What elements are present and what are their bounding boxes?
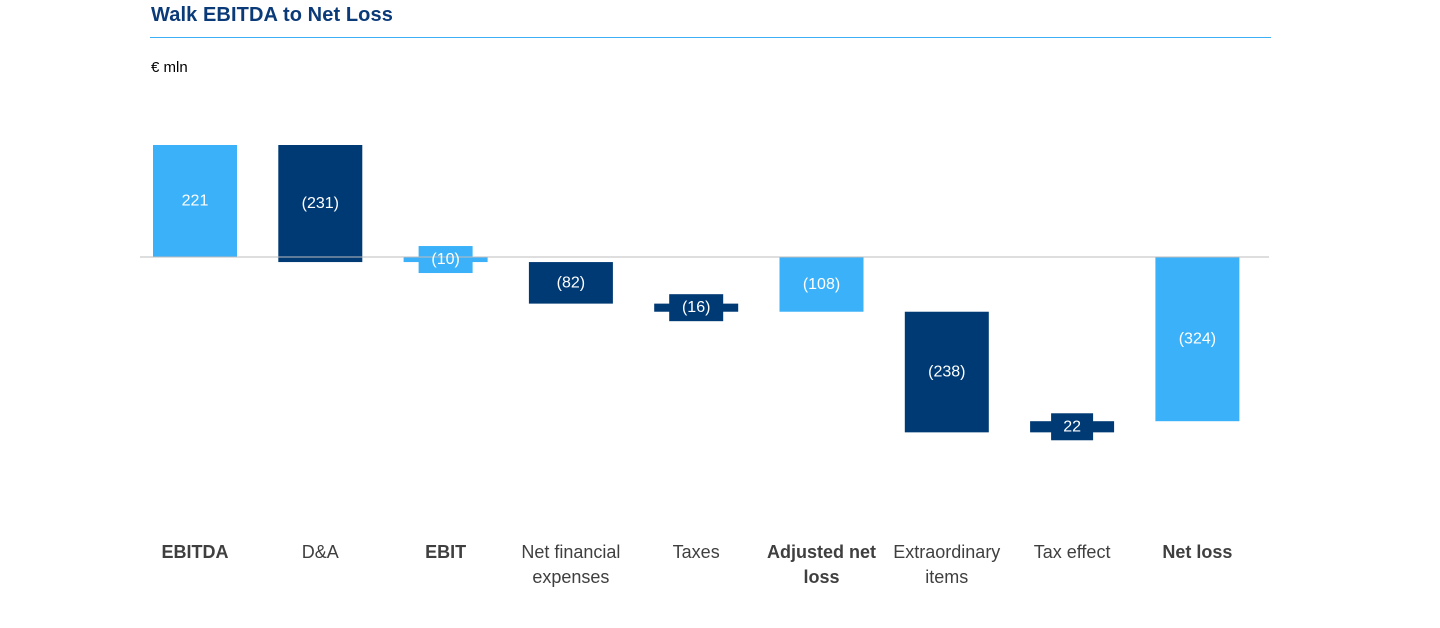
data-label: (108)	[803, 276, 840, 293]
category-label: Tax effect	[1034, 542, 1111, 562]
labels-layer: 221 (231) (10) (82) (16) (108) (238) 22 (324)	[182, 193, 1216, 436]
category-label: Extraordinary items	[893, 542, 1000, 587]
bar	[153, 145, 237, 257]
category-label: EBIT	[425, 542, 466, 562]
data-label: (324)	[1179, 331, 1216, 348]
data-label: 221	[182, 193, 209, 210]
bar	[904, 311, 989, 433]
bar	[1155, 257, 1240, 422]
data-label: 22	[1063, 418, 1081, 435]
category-label: D&A	[302, 542, 339, 562]
category-label: Net loss	[1162, 542, 1232, 562]
bars-layer	[153, 145, 1240, 441]
data-label: (16)	[682, 299, 710, 316]
data-label: (238)	[928, 364, 965, 381]
bar	[528, 262, 613, 304]
data-label: (10)	[431, 251, 459, 268]
bar	[779, 257, 864, 312]
category-label: Net financial expenses	[521, 542, 620, 587]
data-label: (82)	[557, 274, 585, 291]
category-labels: EBITDA D&A EBIT Net financial expenses Taxes A…	[162, 542, 1233, 587]
category-label: Adjusted net loss	[767, 542, 876, 587]
bar-label-box	[418, 246, 473, 274]
category-label: EBITDA	[162, 542, 229, 562]
chart-title: Walk EBITDA to Net Loss	[151, 4, 393, 26]
bar	[278, 145, 363, 263]
category-label: Taxes	[673, 542, 720, 562]
bar-label-box	[669, 294, 724, 322]
bar-label-box	[1051, 413, 1094, 441]
title-divider	[150, 37, 1271, 38]
unit-label: € mln	[151, 59, 188, 76]
data-label: (231)	[302, 195, 339, 212]
